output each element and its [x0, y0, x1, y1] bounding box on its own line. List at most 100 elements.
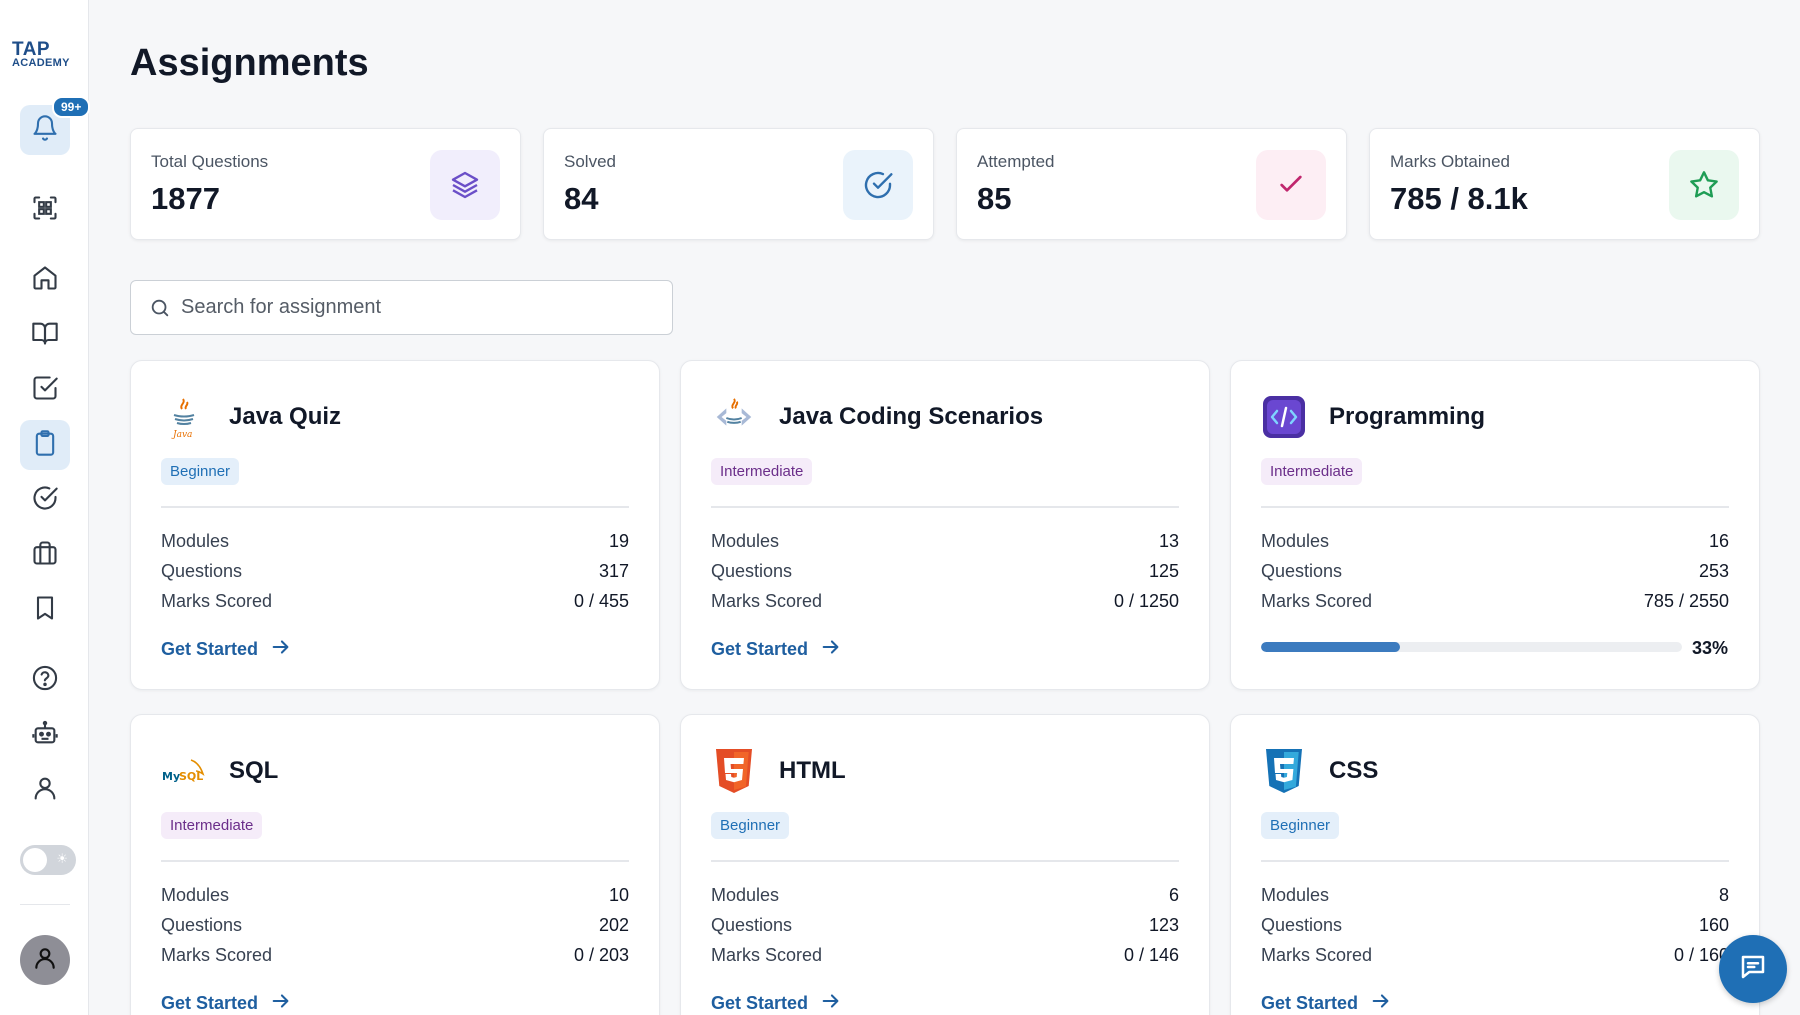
- marks-value: 0 / 146: [1123, 945, 1179, 965]
- marks-row: Marks Scored 0 / 160: [1261, 945, 1729, 966]
- assignment-card-java-quiz[interactable]: Java Java Quiz Beginner Modules 19 Questi…: [130, 360, 660, 690]
- stat-label: Total Questions: [151, 152, 269, 171]
- stat-card-solved: Solved 84: [543, 128, 934, 240]
- sidebar-item-qr-scanner[interactable]: [20, 185, 70, 235]
- questions-label: Questions: [161, 915, 243, 935]
- sidebar-item-jobs[interactable]: [20, 530, 70, 580]
- theme-toggle[interactable]: ☀: [20, 845, 76, 875]
- get-started-button[interactable]: Get Started: [161, 636, 292, 663]
- card-title: Java Coding Scenarios: [779, 403, 1044, 430]
- modules-value: 6: [1168, 885, 1179, 905]
- get-started-button[interactable]: Get Started: [161, 990, 292, 1015]
- stat-value: 84: [564, 181, 599, 216]
- card-title: CSS: [1329, 757, 1379, 784]
- get-started-button[interactable]: Get Started: [711, 636, 842, 663]
- questions-row: Questions 253: [1261, 561, 1729, 582]
- sidebar-item-bot[interactable]: [20, 710, 70, 760]
- arrow-right-icon: [270, 636, 292, 663]
- get-started-button[interactable]: Get Started: [1261, 990, 1392, 1015]
- java-logo-icon: Java: [161, 394, 207, 440]
- level-badge: Beginner: [161, 458, 240, 485]
- marks-value: 0 / 160: [1673, 945, 1729, 965]
- toggle-knob: [23, 848, 47, 872]
- arrow-right-icon: [820, 636, 842, 663]
- card-divider: [161, 506, 629, 508]
- card-title: SQL: [229, 757, 279, 784]
- card-divider: [1261, 506, 1729, 508]
- check-icon: [1256, 150, 1326, 220]
- arrow-right-icon: [1370, 990, 1392, 1015]
- robot-icon: [31, 719, 59, 752]
- modules-value: 8: [1718, 885, 1729, 905]
- check-circle-icon: [31, 484, 59, 517]
- questions-value: 125: [1148, 561, 1179, 581]
- question-circle-icon: [31, 664, 59, 697]
- sidebar-item-courses[interactable]: [20, 310, 70, 360]
- questions-value: 317: [598, 561, 629, 581]
- marks-value: 0 / 203: [573, 945, 629, 965]
- sidebar-item-tasks[interactable]: [20, 365, 70, 415]
- marks-row: Marks Scored 0 / 1250: [711, 591, 1179, 612]
- marks-row: Marks Scored 0 / 146: [711, 945, 1179, 966]
- tap-academy-logo[interactable]: TAP ACADEMY: [12, 39, 70, 69]
- sidebar-item-completed[interactable]: [20, 475, 70, 525]
- questions-label: Questions: [161, 561, 243, 581]
- sidebar-item-help[interactable]: [20, 655, 70, 705]
- chat-icon: [1738, 952, 1768, 987]
- sidebar-item-home[interactable]: [20, 255, 70, 305]
- card-divider: [711, 506, 1179, 508]
- questions-label: Questions: [1261, 561, 1343, 581]
- assignment-card-java-coding-scenarios[interactable]: Java Coding Scenarios Intermediate Modul…: [680, 360, 1210, 690]
- assignment-card-html[interactable]: HTML Beginner Modules 6 Questions 123 Mark…: [680, 714, 1210, 1015]
- sidebar-divider: [20, 904, 70, 905]
- questions-row: Questions 160: [1261, 915, 1729, 936]
- modules-label: Modules: [1261, 885, 1330, 905]
- svg-text:My: My: [162, 770, 180, 783]
- css3-logo-icon: [1261, 748, 1307, 794]
- stat-value: 85: [977, 181, 1012, 216]
- stat-value: 1877: [151, 181, 220, 216]
- programming-logo-icon: [1261, 394, 1307, 440]
- marks-label: Marks Scored: [711, 591, 823, 611]
- chat-button[interactable]: [1719, 935, 1787, 1003]
- card-title: HTML: [779, 757, 846, 784]
- get-started-label: Get Started: [711, 993, 809, 1013]
- modules-label: Modules: [711, 885, 780, 905]
- assignment-card-programming[interactable]: Programming Intermediate Modules 16 Quest…: [1230, 360, 1760, 690]
- assignment-card-css[interactable]: CSS Beginner Modules 8 Questions 160 Marks…: [1230, 714, 1760, 1015]
- modules-label: Modules: [711, 531, 780, 551]
- svg-text:SQL: SQL: [179, 770, 203, 783]
- sidebar-item-profile[interactable]: [20, 765, 70, 815]
- marks-value: 0 / 1250: [1113, 591, 1179, 611]
- avatar[interactable]: [20, 935, 70, 985]
- get-started-button[interactable]: Get Started: [711, 990, 842, 1015]
- user-icon: [31, 774, 59, 807]
- sun-icon: ☀: [56, 851, 68, 866]
- check-circle-icon: [843, 150, 913, 220]
- progress-bar: [1261, 642, 1682, 652]
- marks-label: Marks Scored: [1261, 945, 1373, 965]
- stat-card-marks-obtained: Marks Obtained 785 / 8.1k: [1369, 128, 1760, 240]
- assignment-card-sql[interactable]: My SQL SQL Intermediate Modules 10 Questio…: [130, 714, 660, 1015]
- level-badge: Beginner: [1261, 812, 1340, 839]
- questions-row: Questions 202: [161, 915, 629, 936]
- sidebar-item-bookmarks[interactable]: [20, 585, 70, 635]
- questions-label: Questions: [711, 915, 793, 935]
- modules-row: Modules 13: [711, 531, 1179, 552]
- get-started-label: Get Started: [161, 993, 259, 1013]
- sidebar: TAP ACADEMY 99+ ☀: [0, 0, 91, 1015]
- level-badge: Beginner: [711, 812, 790, 839]
- search-icon: [149, 297, 171, 319]
- modules-label: Modules: [161, 885, 230, 905]
- modules-value: 16: [1708, 531, 1729, 551]
- modules-row: Modules 10: [161, 885, 629, 906]
- marks-label: Marks Scored: [161, 591, 273, 611]
- marks-label: Marks Scored: [1261, 591, 1373, 611]
- search-input[interactable]: [181, 281, 661, 334]
- get-started-label: Get Started: [711, 639, 809, 659]
- stat-card-attempted: Attempted 85: [956, 128, 1347, 240]
- sidebar-item-assignments[interactable]: [20, 420, 70, 470]
- briefcase-icon: [31, 539, 59, 572]
- level-badge: Intermediate: [1261, 458, 1363, 485]
- modules-value: 13: [1158, 531, 1179, 551]
